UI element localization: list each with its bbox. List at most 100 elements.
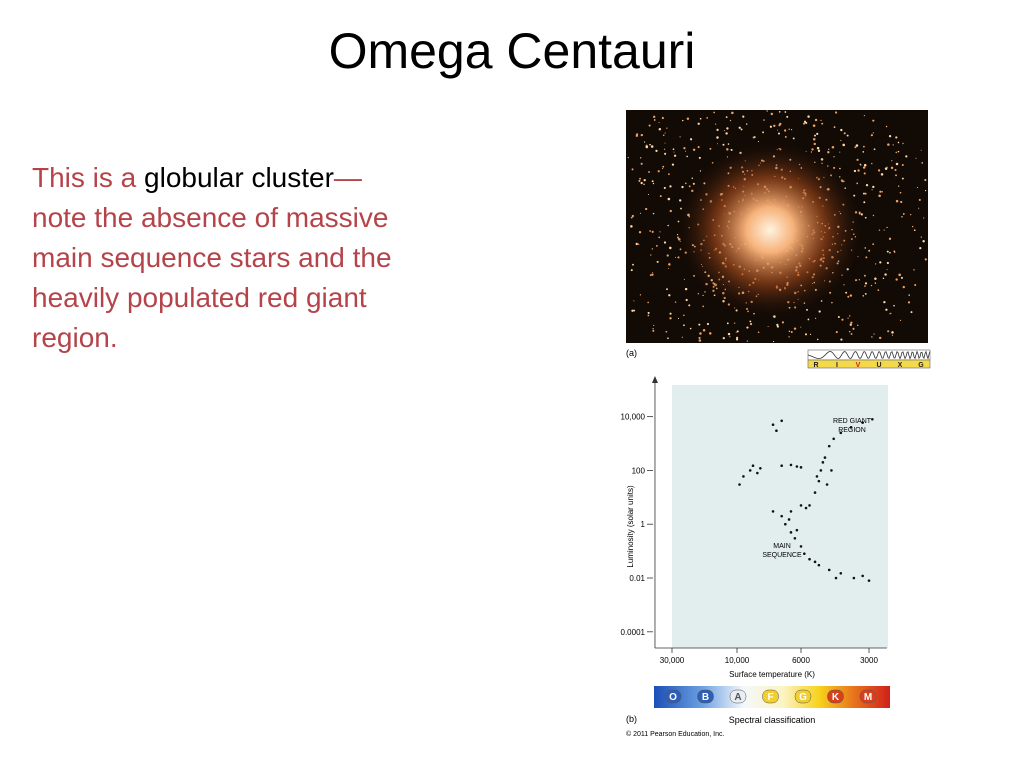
star <box>667 173 670 176</box>
star <box>831 301 833 304</box>
star <box>863 201 866 204</box>
star <box>849 323 852 326</box>
star <box>781 321 785 324</box>
star <box>673 151 675 153</box>
band-strip <box>807 359 931 369</box>
star <box>635 134 639 137</box>
star <box>816 338 819 341</box>
star <box>892 144 894 146</box>
star-point <box>784 522 787 526</box>
star <box>647 314 650 317</box>
star <box>895 278 898 281</box>
star <box>879 190 882 193</box>
star <box>735 331 737 333</box>
star <box>683 147 686 150</box>
star <box>833 156 835 158</box>
star <box>633 309 636 312</box>
star <box>725 132 728 135</box>
star-point <box>823 456 827 459</box>
star-point <box>825 483 829 486</box>
star <box>655 149 658 152</box>
y-arrow <box>651 376 658 383</box>
star <box>854 279 858 282</box>
star <box>685 298 688 302</box>
star <box>871 162 873 165</box>
star <box>800 326 802 328</box>
star <box>716 136 719 139</box>
star <box>697 122 700 125</box>
star <box>671 163 675 166</box>
star <box>888 237 892 240</box>
star-point <box>771 423 775 427</box>
star <box>649 143 651 146</box>
star-point <box>817 479 821 483</box>
class-letter: K <box>832 692 840 703</box>
star <box>788 128 790 130</box>
star <box>725 116 728 119</box>
x-tick-label: 30,000 <box>660 656 685 665</box>
star <box>740 128 743 131</box>
star <box>901 177 904 180</box>
star <box>815 317 817 319</box>
star-point <box>789 510 793 513</box>
class-letter: M <box>864 692 872 703</box>
star <box>784 129 787 132</box>
star <box>847 317 849 319</box>
star <box>853 169 857 173</box>
star <box>673 154 677 157</box>
star <box>889 313 891 315</box>
star <box>637 243 640 246</box>
star <box>850 333 853 335</box>
star <box>873 333 875 335</box>
star <box>878 194 881 198</box>
star-point <box>787 518 791 521</box>
star-point <box>771 510 775 513</box>
star <box>726 127 729 130</box>
star <box>722 143 725 146</box>
star <box>884 273 887 276</box>
star <box>856 182 859 185</box>
star <box>698 156 701 160</box>
star <box>653 324 655 327</box>
star-point <box>813 491 817 494</box>
star <box>651 230 654 233</box>
star <box>659 231 661 233</box>
star-point <box>789 531 793 534</box>
star <box>915 157 917 159</box>
star-point <box>738 483 741 486</box>
star-point <box>804 506 808 510</box>
star <box>665 330 668 333</box>
star <box>633 300 635 302</box>
star <box>872 243 875 246</box>
star-point <box>849 426 853 429</box>
star <box>886 226 888 229</box>
class-badge <box>794 689 812 704</box>
star <box>841 318 844 321</box>
star <box>921 162 923 164</box>
star <box>662 134 665 137</box>
star <box>820 119 822 122</box>
star-point <box>830 469 833 472</box>
star <box>731 111 734 115</box>
star-point <box>852 576 856 580</box>
y-tick-label: 10,000 <box>621 413 646 422</box>
star <box>652 182 655 185</box>
star <box>850 321 853 324</box>
star <box>891 331 894 334</box>
star-point <box>742 475 745 478</box>
star <box>874 282 877 284</box>
star <box>686 155 689 158</box>
star <box>922 240 925 243</box>
star <box>639 177 642 180</box>
star <box>746 340 749 342</box>
star <box>793 327 797 330</box>
star <box>864 285 866 287</box>
star <box>784 111 787 113</box>
star-point <box>795 528 799 532</box>
star <box>666 127 668 129</box>
star <box>649 230 651 232</box>
star <box>880 173 884 176</box>
star-point <box>817 563 821 567</box>
cluster-core <box>675 140 865 320</box>
star <box>706 117 709 119</box>
